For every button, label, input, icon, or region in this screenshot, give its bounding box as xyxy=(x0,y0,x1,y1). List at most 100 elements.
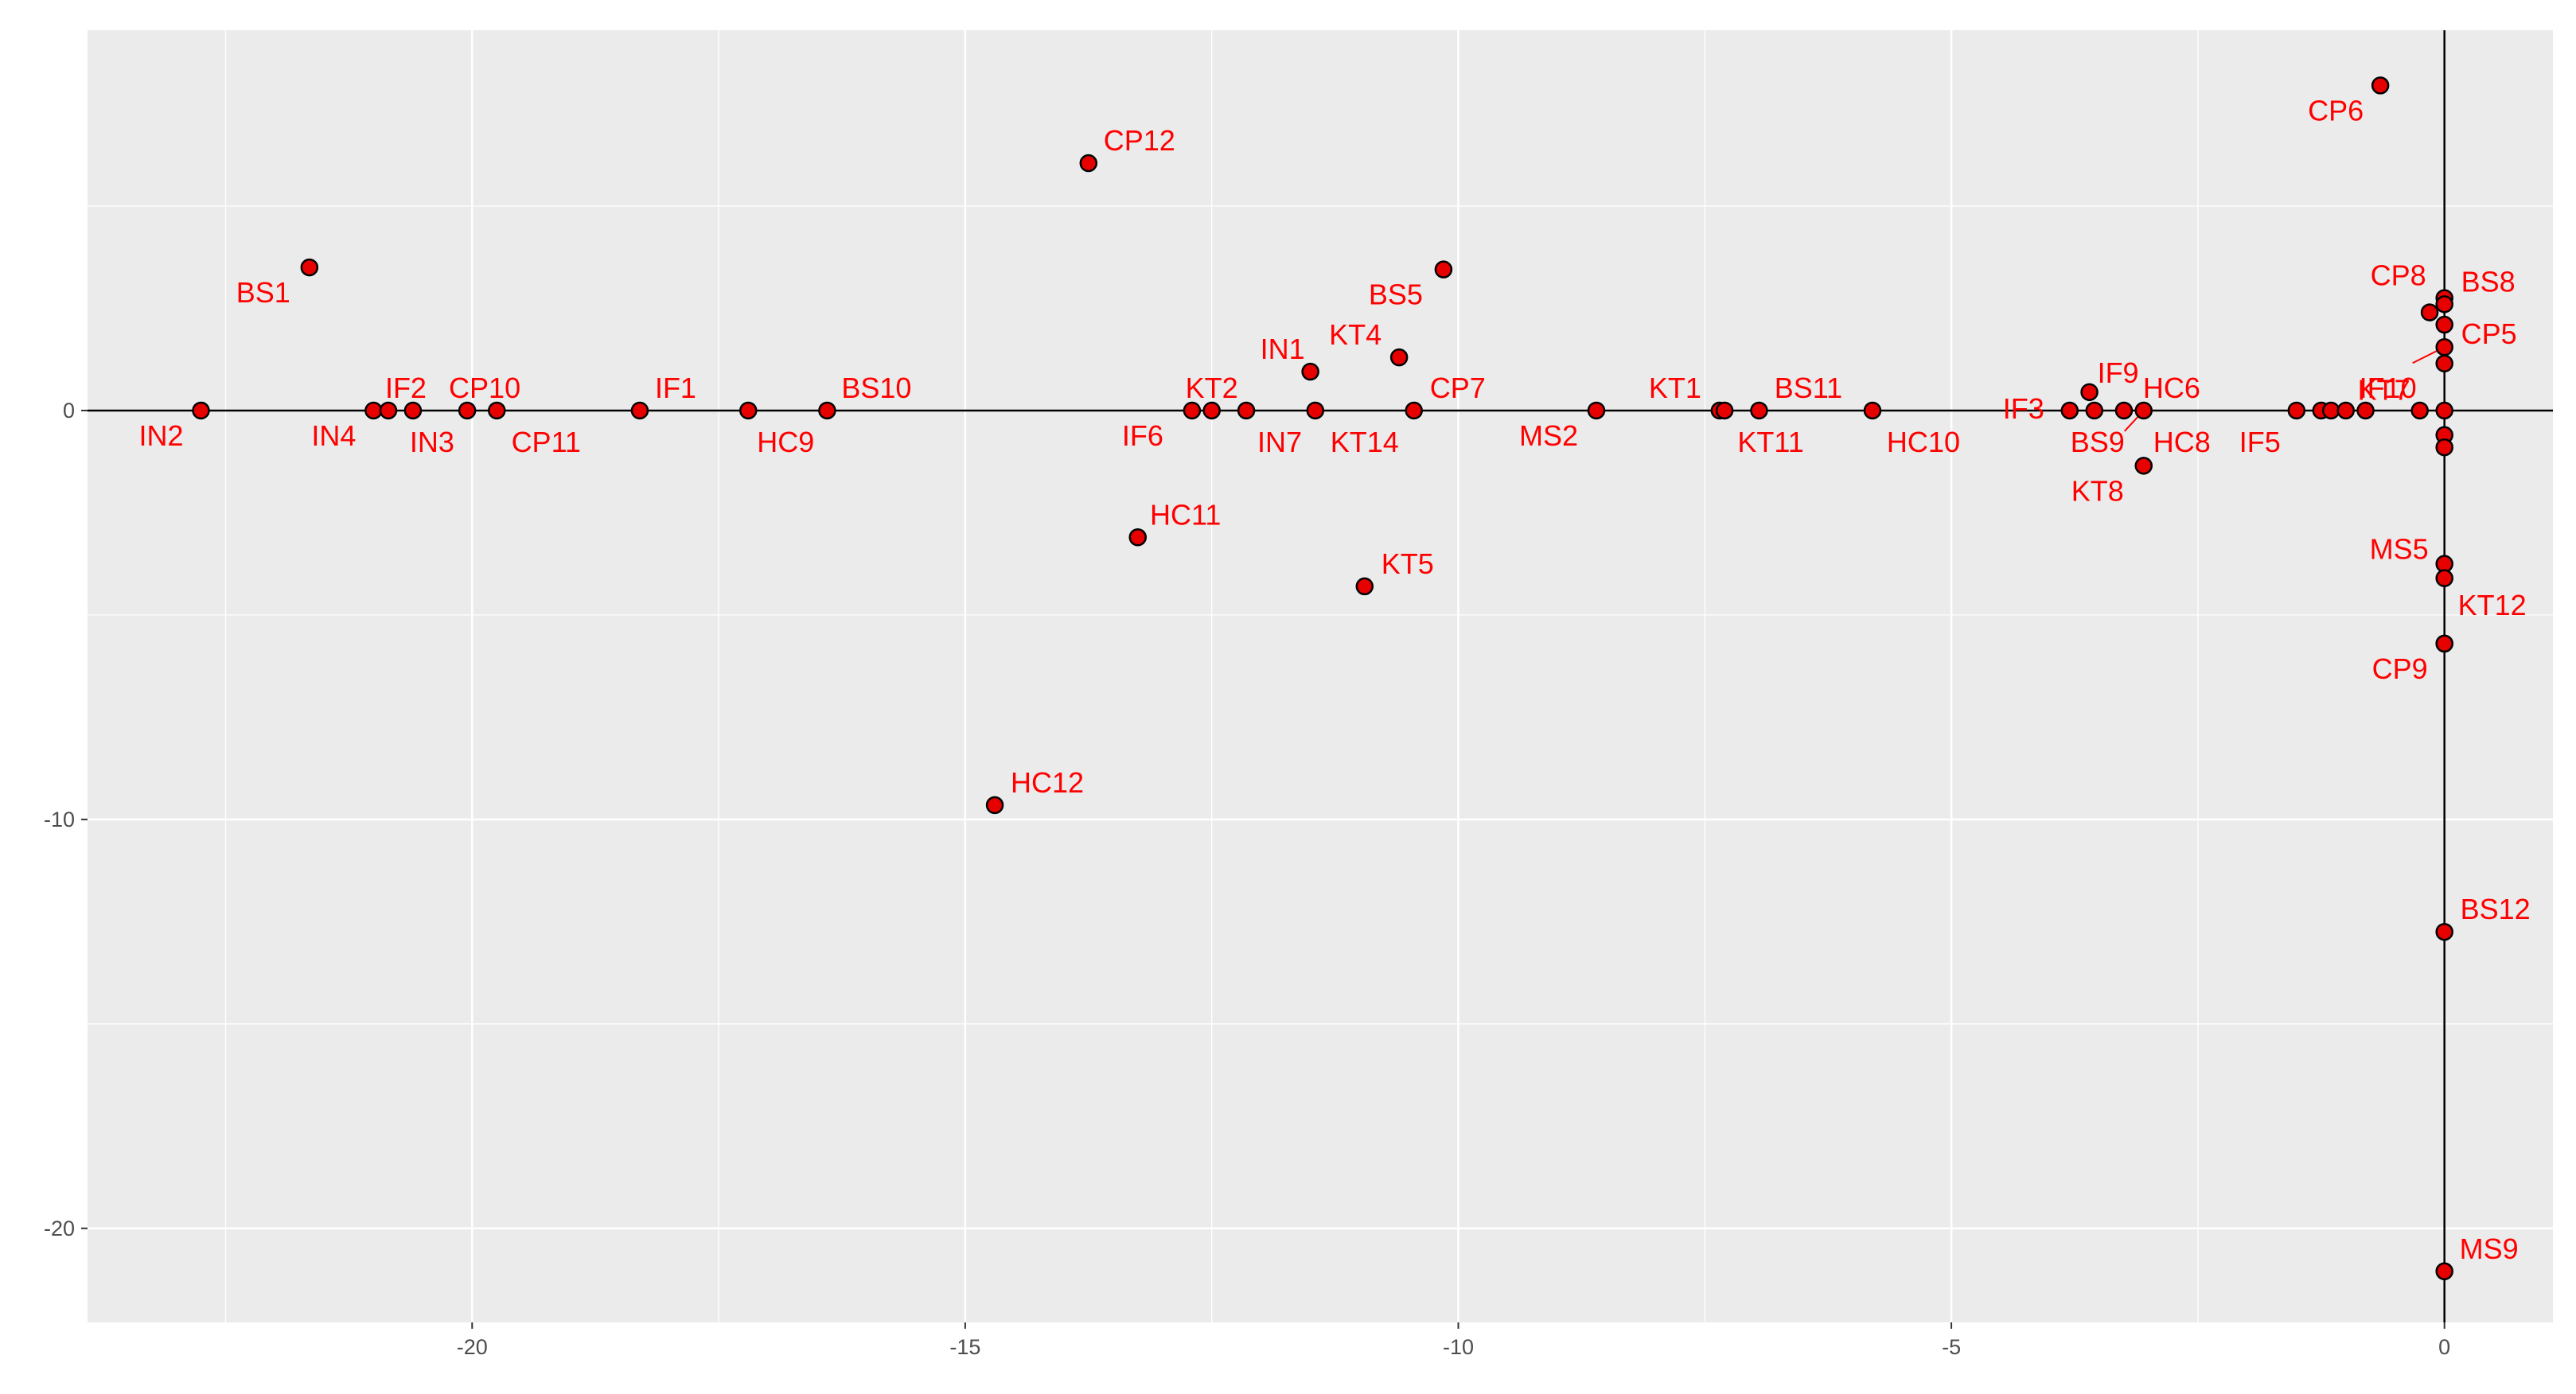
point-label: KT14 xyxy=(1331,426,1399,458)
point-label: HC9 xyxy=(757,426,814,458)
point-label: BS5 xyxy=(1369,278,1423,311)
point-label: BS10 xyxy=(841,372,911,404)
point-label: CP12 xyxy=(1104,124,1175,157)
point-label: HC6 xyxy=(2143,372,2200,404)
data-point xyxy=(2435,438,2453,457)
data-point xyxy=(2080,383,2099,402)
data-point xyxy=(2435,354,2453,373)
point-label: IN1 xyxy=(1261,333,1305,365)
data-points xyxy=(192,76,2453,1281)
point-label: BS11 xyxy=(1775,372,1842,404)
data-point xyxy=(1434,260,1453,278)
point-label: IF3 xyxy=(2003,392,2044,425)
data-point xyxy=(2435,401,2453,420)
point-label: IF5 xyxy=(2239,426,2281,458)
data-point xyxy=(364,401,383,420)
point-labels: IN2 BS1 IN4 IF2 IN3 CP10 CP11 IF1 HC9 BS10 HC12 CP1… xyxy=(138,94,2530,1264)
data-point xyxy=(2435,569,2453,587)
point-label: IN2 xyxy=(138,419,183,452)
point-label: CP11 xyxy=(512,426,581,458)
data-point xyxy=(1587,401,1606,420)
data-point xyxy=(1202,401,1221,420)
point-label: HC8 xyxy=(2153,426,2211,458)
point-label: KT7 xyxy=(2358,373,2410,406)
point-label: KT4 xyxy=(1329,318,1382,351)
data-point xyxy=(2336,401,2356,420)
data-point xyxy=(403,401,423,420)
x-tick-label: -10 xyxy=(1443,1335,1474,1359)
data-point xyxy=(2435,315,2453,334)
data-point xyxy=(379,401,398,420)
point-label: IN3 xyxy=(410,426,454,458)
data-point xyxy=(458,401,477,420)
point-label: KT8 xyxy=(2071,474,2124,507)
data-point xyxy=(1750,401,1768,420)
data-point xyxy=(2134,401,2153,420)
point-label: HC12 xyxy=(1011,766,1084,799)
point-label: IF2 xyxy=(385,372,427,404)
point-label: MS5 xyxy=(2370,533,2429,566)
point-label: BS9 xyxy=(2071,426,2125,458)
point-label: BS8 xyxy=(2461,265,2516,298)
data-point xyxy=(818,401,836,420)
data-point xyxy=(2321,401,2340,420)
data-point xyxy=(2060,401,2079,420)
data-point xyxy=(2287,401,2306,420)
point-label: KT5 xyxy=(1382,547,1434,580)
point-label: IF9 xyxy=(2098,356,2139,389)
data-point xyxy=(2435,634,2453,653)
y-tick-label: 0 xyxy=(63,399,75,422)
point-label: BS12 xyxy=(2461,893,2531,925)
data-point xyxy=(1183,401,1202,420)
point-label: BS1 xyxy=(236,276,290,309)
data-point xyxy=(1863,401,1882,420)
point-label: IF6 xyxy=(1122,419,1163,452)
data-point xyxy=(2435,1262,2453,1281)
x-tick-label: -15 xyxy=(949,1335,980,1359)
data-point xyxy=(1237,401,1256,420)
x-tick-label: 0 xyxy=(2438,1335,2450,1359)
x-axis: -20 -15 -10 -5 0 xyxy=(457,1322,2450,1359)
data-point xyxy=(2410,401,2429,420)
data-point xyxy=(2435,338,2453,356)
point-label: KT11 xyxy=(1737,426,1803,458)
data-point xyxy=(739,401,758,420)
point-label: MS2 xyxy=(1519,419,1578,452)
data-point xyxy=(2435,922,2453,941)
point-label: IF10 xyxy=(2360,372,2417,404)
y-tick-label: -20 xyxy=(44,1217,75,1240)
data-point xyxy=(985,796,1004,815)
x-tick-label: -20 xyxy=(457,1335,488,1359)
y-axis: -20 -10 0 xyxy=(44,399,88,1240)
point-label: KT12 xyxy=(2458,589,2527,621)
data-point xyxy=(2371,76,2390,95)
point-label: CP6 xyxy=(2308,94,2364,127)
data-point xyxy=(1301,362,1319,381)
data-point xyxy=(2114,401,2134,420)
point-label: HC11 xyxy=(1150,498,1221,531)
point-label: HC10 xyxy=(1887,426,1960,458)
data-point xyxy=(2134,457,2153,475)
data-point xyxy=(2435,295,2453,313)
point-label: IF1 xyxy=(655,372,696,404)
point-label: KT1 xyxy=(1649,372,1701,404)
data-point xyxy=(1079,154,1098,173)
x-tick-label: -5 xyxy=(1942,1335,1961,1359)
point-label: KT2 xyxy=(1186,372,1238,404)
data-point xyxy=(1405,401,1423,420)
data-point xyxy=(300,258,319,277)
data-point xyxy=(488,401,506,420)
point-label: MS9 xyxy=(2460,1232,2519,1265)
point-label: CP8 xyxy=(2371,259,2426,292)
data-point xyxy=(2356,401,2375,420)
data-point xyxy=(630,401,649,420)
point-label: CP9 xyxy=(2372,652,2428,685)
y-tick-label: -10 xyxy=(44,808,75,831)
point-label: IN4 xyxy=(311,419,356,452)
data-point xyxy=(1306,401,1325,420)
panel-background xyxy=(88,30,2553,1322)
point-label: CP5 xyxy=(2461,317,2517,350)
data-point xyxy=(2085,401,2104,420)
point-label: CP10 xyxy=(449,372,520,404)
